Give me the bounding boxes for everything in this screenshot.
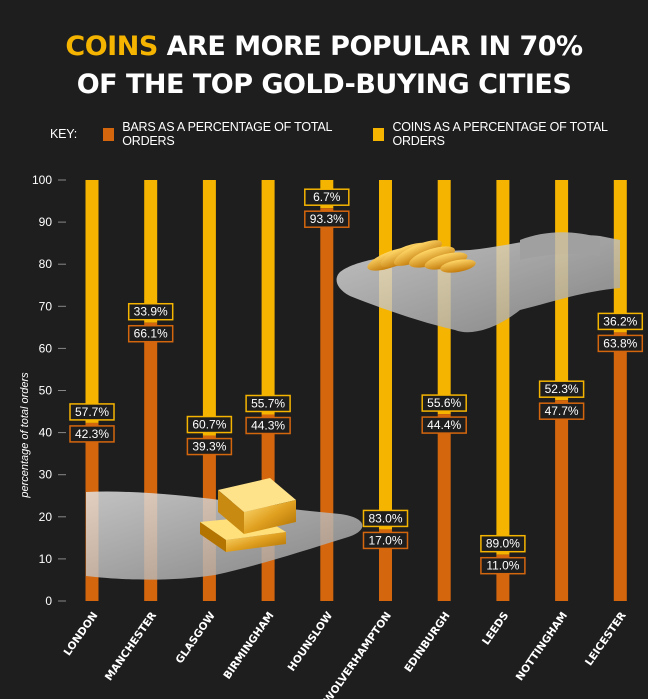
data-label-group: 52.3% 47.7% bbox=[538, 380, 585, 420]
data-label-box-coins bbox=[538, 380, 585, 398]
x-tick-label: HOUNSLOW bbox=[286, 610, 336, 674]
legend: KEY: BARS AS A PERCENTAGE OF TOTAL ORDER… bbox=[50, 120, 648, 148]
data-label-box-bars bbox=[362, 531, 409, 550]
data-label-box-bars bbox=[597, 334, 644, 353]
legend-label-bars: BARS AS A PERCENTAGE OF TOTAL ORDERS bbox=[122, 120, 332, 148]
y-tick-label: 60 bbox=[39, 341, 53, 355]
y-tick-label: 70 bbox=[39, 299, 53, 313]
data-label-box-coins bbox=[186, 415, 233, 434]
data-label-group: 57.7% 42.3% bbox=[69, 403, 115, 443]
y-tick-label: 50 bbox=[39, 384, 53, 398]
data-label-bars: 17.0% bbox=[368, 533, 402, 547]
data-label-box-bars bbox=[245, 416, 291, 435]
data-label-box-coins bbox=[127, 302, 174, 321]
data-label-box-coins bbox=[597, 312, 644, 331]
data-label-box-coins bbox=[362, 509, 409, 528]
data-label-coins: 83.0% bbox=[368, 511, 402, 525]
y-tick-label: 80 bbox=[39, 257, 53, 271]
data-label-bars: 47.7% bbox=[545, 404, 579, 418]
bar-coins bbox=[144, 180, 158, 323]
data-label-bars: 63.8% bbox=[603, 336, 637, 350]
data-label-group: 83.0% 17.0% bbox=[362, 509, 409, 550]
title-line-2: OF THE TOP GOLD-BUYING CITIES bbox=[76, 69, 572, 100]
data-label-box-bars bbox=[127, 324, 174, 343]
title-line-1-rest: ARE MORE POPULAR IN 70% bbox=[157, 31, 583, 62]
bar-bars bbox=[437, 414, 451, 601]
bar-coins bbox=[496, 180, 510, 555]
y-tick-label: 20 bbox=[39, 510, 53, 524]
data-label-coins: 36.2% bbox=[603, 314, 637, 328]
y-tick-label: 30 bbox=[39, 468, 53, 482]
x-tick-label: EDINBURGH bbox=[402, 610, 452, 675]
data-label-group: 33.9% 66.1% bbox=[127, 302, 174, 343]
data-label-bars: 39.3% bbox=[192, 440, 226, 454]
x-tick-label: BIRMINGHAM bbox=[221, 610, 276, 682]
data-label-bars: 66.1% bbox=[134, 327, 168, 341]
y-tick-label: 90 bbox=[39, 215, 53, 229]
data-label-group: 36.2% 63.8% bbox=[597, 312, 644, 353]
y-tick-label: 10 bbox=[39, 552, 53, 566]
data-label-box-coins bbox=[245, 394, 291, 413]
bar-coins bbox=[202, 180, 216, 436]
data-label-coins: 52.3% bbox=[545, 382, 579, 396]
y-tick-label: 40 bbox=[39, 426, 53, 440]
data-label-group: 55.7% 44.3% bbox=[245, 394, 291, 435]
x-tick-label: LEEDS bbox=[480, 610, 511, 647]
data-label-box-coins bbox=[69, 403, 115, 421]
data-label-box-bars bbox=[69, 425, 115, 443]
x-tick-label: WOLVERHAMPTON bbox=[322, 610, 394, 699]
chart-plot: 0 10 20 30 40 50 60 70 80 90 100 57.7% 42.3% 33.9% 66… bbox=[19, 173, 644, 699]
x-tick-label: MANCHESTER bbox=[103, 610, 159, 683]
data-label-coins: 57.7% bbox=[75, 405, 109, 419]
data-label-group: 60.7% 39.3% bbox=[186, 415, 233, 456]
data-label-box-bars bbox=[186, 437, 233, 456]
data-label-box-bars bbox=[304, 210, 350, 228]
data-label-box-coins bbox=[421, 394, 467, 412]
chart-title: COINS ARE MORE POPULAR IN 70% OF THE TOP… bbox=[0, 28, 648, 104]
data-label-box-coins bbox=[304, 188, 350, 206]
x-tick-label: NOTTINGHAM bbox=[514, 610, 570, 683]
bar-coins bbox=[261, 180, 275, 415]
bar-coins bbox=[85, 180, 99, 423]
data-label-bars: 44.4% bbox=[427, 418, 461, 432]
data-label-coins: 55.7% bbox=[251, 396, 285, 410]
data-label-bars: 11.0% bbox=[486, 559, 519, 573]
data-label-bars: 44.3% bbox=[251, 418, 285, 432]
legend-key-label: KEY: bbox=[50, 127, 77, 141]
data-label-bars: 42.3% bbox=[75, 427, 109, 441]
coins-stack-icon bbox=[367, 240, 476, 273]
bar-bars bbox=[555, 400, 569, 601]
data-label-bars: 93.3% bbox=[310, 212, 344, 226]
title-line-1: COINS ARE MORE POPULAR IN 70% bbox=[0, 28, 648, 66]
data-label-box-bars bbox=[421, 416, 467, 434]
title-accent: COINS bbox=[65, 31, 158, 62]
bar-bars bbox=[320, 208, 334, 601]
bar-coins bbox=[379, 180, 392, 530]
x-tick-label: LONDON bbox=[62, 610, 101, 658]
x-tick-label: LEICESTER bbox=[583, 610, 629, 668]
data-label-coins: 60.7% bbox=[192, 418, 226, 432]
data-label-group: 6.7% 93.3% bbox=[304, 188, 350, 228]
data-label-group: 89.0% 11.0% bbox=[480, 534, 526, 575]
data-label-box-bars bbox=[538, 402, 585, 420]
data-label-coins: 6.7% bbox=[313, 190, 341, 204]
bar-bars bbox=[613, 332, 627, 601]
y-axis-label: percentage of total orders bbox=[19, 372, 31, 499]
bar-coins bbox=[613, 180, 627, 333]
legend-swatch-coins bbox=[373, 127, 385, 141]
y-tick-label: 0 bbox=[45, 594, 52, 608]
data-label-coins: 89.0% bbox=[486, 537, 520, 551]
y-tick-label: 100 bbox=[32, 173, 52, 187]
x-tick-label: GLASGOW bbox=[174, 609, 219, 665]
legend-swatch-bars bbox=[103, 127, 115, 141]
data-label-box-coins bbox=[480, 534, 526, 553]
data-label-coins: 55.6% bbox=[427, 396, 461, 410]
legend-label-coins: COINS AS A PERCENTAGE OF TOTAL ORDERS bbox=[392, 120, 608, 148]
data-label-group: 55.6% 44.4% bbox=[421, 394, 467, 434]
data-label-coins: 33.9% bbox=[134, 305, 168, 319]
gold-bars-icon bbox=[200, 478, 296, 552]
data-label-box-bars bbox=[480, 556, 526, 575]
